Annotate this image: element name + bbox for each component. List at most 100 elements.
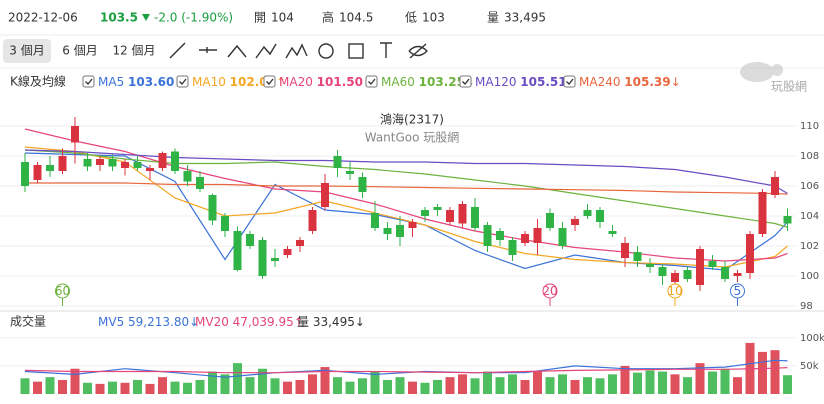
candle-body bbox=[108, 159, 117, 167]
wave-tool[interactable] bbox=[285, 43, 308, 59]
y-tick-label: 110 bbox=[800, 121, 819, 132]
candle-body bbox=[733, 273, 742, 276]
line-tool[interactable] bbox=[169, 42, 186, 59]
checkbox[interactable] bbox=[82, 75, 95, 88]
candle-body bbox=[258, 240, 267, 276]
volume-label: 量 bbox=[487, 11, 499, 25]
range-button[interactable] bbox=[3, 39, 51, 63]
legend-value: 103.25 bbox=[419, 75, 465, 89]
volume-bar bbox=[245, 377, 255, 394]
y-tick-label: 104 bbox=[800, 211, 819, 222]
volume-bar bbox=[383, 379, 392, 394]
range-label[interactable]: 3 個月 bbox=[9, 44, 44, 58]
watermark-logo bbox=[740, 62, 783, 82]
legend-value: 105.39 bbox=[624, 75, 670, 89]
candle-body bbox=[221, 216, 229, 231]
candle-body bbox=[83, 159, 92, 167]
checkbox[interactable] bbox=[459, 75, 472, 88]
volume-bar bbox=[645, 370, 655, 394]
legend-name: MA120 bbox=[475, 75, 516, 89]
volume-bar bbox=[220, 374, 230, 394]
checkbox[interactable] bbox=[176, 75, 189, 88]
volume-bar bbox=[158, 377, 167, 394]
marker-label: 5 bbox=[734, 284, 742, 298]
hline-tool[interactable] bbox=[199, 47, 217, 53]
range-button[interactable] bbox=[107, 39, 161, 63]
range-button[interactable] bbox=[55, 39, 105, 63]
candle-body bbox=[683, 270, 692, 279]
candle-body bbox=[583, 210, 592, 216]
candle-body bbox=[321, 183, 329, 207]
candle-body bbox=[771, 177, 779, 195]
candle-body bbox=[71, 126, 79, 143]
open-value: 104 bbox=[271, 11, 294, 25]
candle-body bbox=[521, 234, 529, 243]
volume-bar bbox=[395, 377, 405, 394]
candle-body bbox=[21, 162, 29, 186]
high-label: 高 bbox=[322, 10, 334, 25]
marker-circle bbox=[667, 283, 683, 299]
volume-bar bbox=[333, 377, 342, 394]
chart-label: 成交量 bbox=[10, 314, 46, 329]
volume-bar bbox=[258, 368, 267, 394]
circle-tool[interactable] bbox=[318, 43, 334, 59]
candle-body bbox=[458, 204, 467, 224]
legend-entry: MV20 47,039.95↑ bbox=[195, 315, 304, 329]
y-tick-label: 106 bbox=[800, 181, 819, 192]
candle-body bbox=[46, 165, 54, 171]
moving-average-line bbox=[24, 128, 788, 262]
pattern-tool[interactable] bbox=[255, 43, 277, 59]
down-arrow bbox=[142, 14, 150, 21]
candle-body bbox=[471, 207, 479, 228]
volume-bar bbox=[658, 371, 667, 394]
checkbox[interactable] bbox=[263, 75, 276, 88]
checkmark bbox=[566, 78, 574, 85]
legend-name: 量 bbox=[297, 315, 309, 329]
candle-body bbox=[408, 222, 417, 228]
legend-name: MA5 bbox=[98, 75, 124, 89]
volume-bar bbox=[770, 350, 780, 394]
moving-average-line bbox=[24, 152, 788, 271]
range-label[interactable]: 12 個月 bbox=[112, 44, 155, 58]
chart-label: K線及均線 bbox=[10, 74, 66, 89]
candle-body bbox=[96, 159, 104, 165]
candle-body bbox=[608, 231, 617, 234]
range-label[interactable]: 6 個月 bbox=[62, 44, 97, 58]
hide-tool[interactable] bbox=[408, 43, 428, 59]
candle-body bbox=[208, 195, 217, 221]
y-tick-label: 100 bbox=[800, 271, 819, 282]
volume-bar bbox=[558, 374, 567, 394]
candle-body bbox=[783, 216, 792, 224]
candle-body bbox=[383, 228, 392, 234]
volume-bar bbox=[720, 368, 730, 394]
volume-bar bbox=[420, 382, 430, 394]
candle-body bbox=[146, 168, 154, 171]
legend-value: 47,039.95 bbox=[233, 315, 294, 329]
chart-title: 鴻海(2317) bbox=[380, 112, 444, 127]
candle-body bbox=[158, 153, 167, 168]
checkbox[interactable] bbox=[563, 75, 576, 88]
volume-bar bbox=[308, 374, 317, 394]
legend-entry: MV5 59,213.80↓ bbox=[98, 315, 199, 329]
legend-entry: MA20 101.50 ↑ bbox=[279, 75, 373, 89]
moving-average-line bbox=[24, 367, 788, 374]
high-value: 104.5 bbox=[339, 11, 373, 25]
legend-entry: MA5 103.60↑ bbox=[98, 75, 184, 89]
y-tick-label: 100k bbox=[800, 333, 824, 344]
price: 103.5 bbox=[100, 11, 138, 25]
angle-tool[interactable] bbox=[227, 44, 247, 58]
legend-entry: MA60 103.25↓ bbox=[381, 75, 475, 89]
legend-name: MA20 bbox=[279, 75, 313, 89]
volume-bar bbox=[520, 379, 530, 394]
rect-tool[interactable] bbox=[348, 43, 364, 59]
volume-bar bbox=[83, 382, 92, 394]
candle-body bbox=[646, 264, 654, 267]
checkbox[interactable] bbox=[365, 75, 378, 88]
volume-bar bbox=[608, 374, 617, 394]
candle-body bbox=[433, 207, 442, 210]
candle-body bbox=[171, 151, 179, 171]
drawing-tools bbox=[169, 42, 428, 59]
checkmark bbox=[266, 78, 274, 85]
text-tool[interactable] bbox=[380, 42, 392, 58]
